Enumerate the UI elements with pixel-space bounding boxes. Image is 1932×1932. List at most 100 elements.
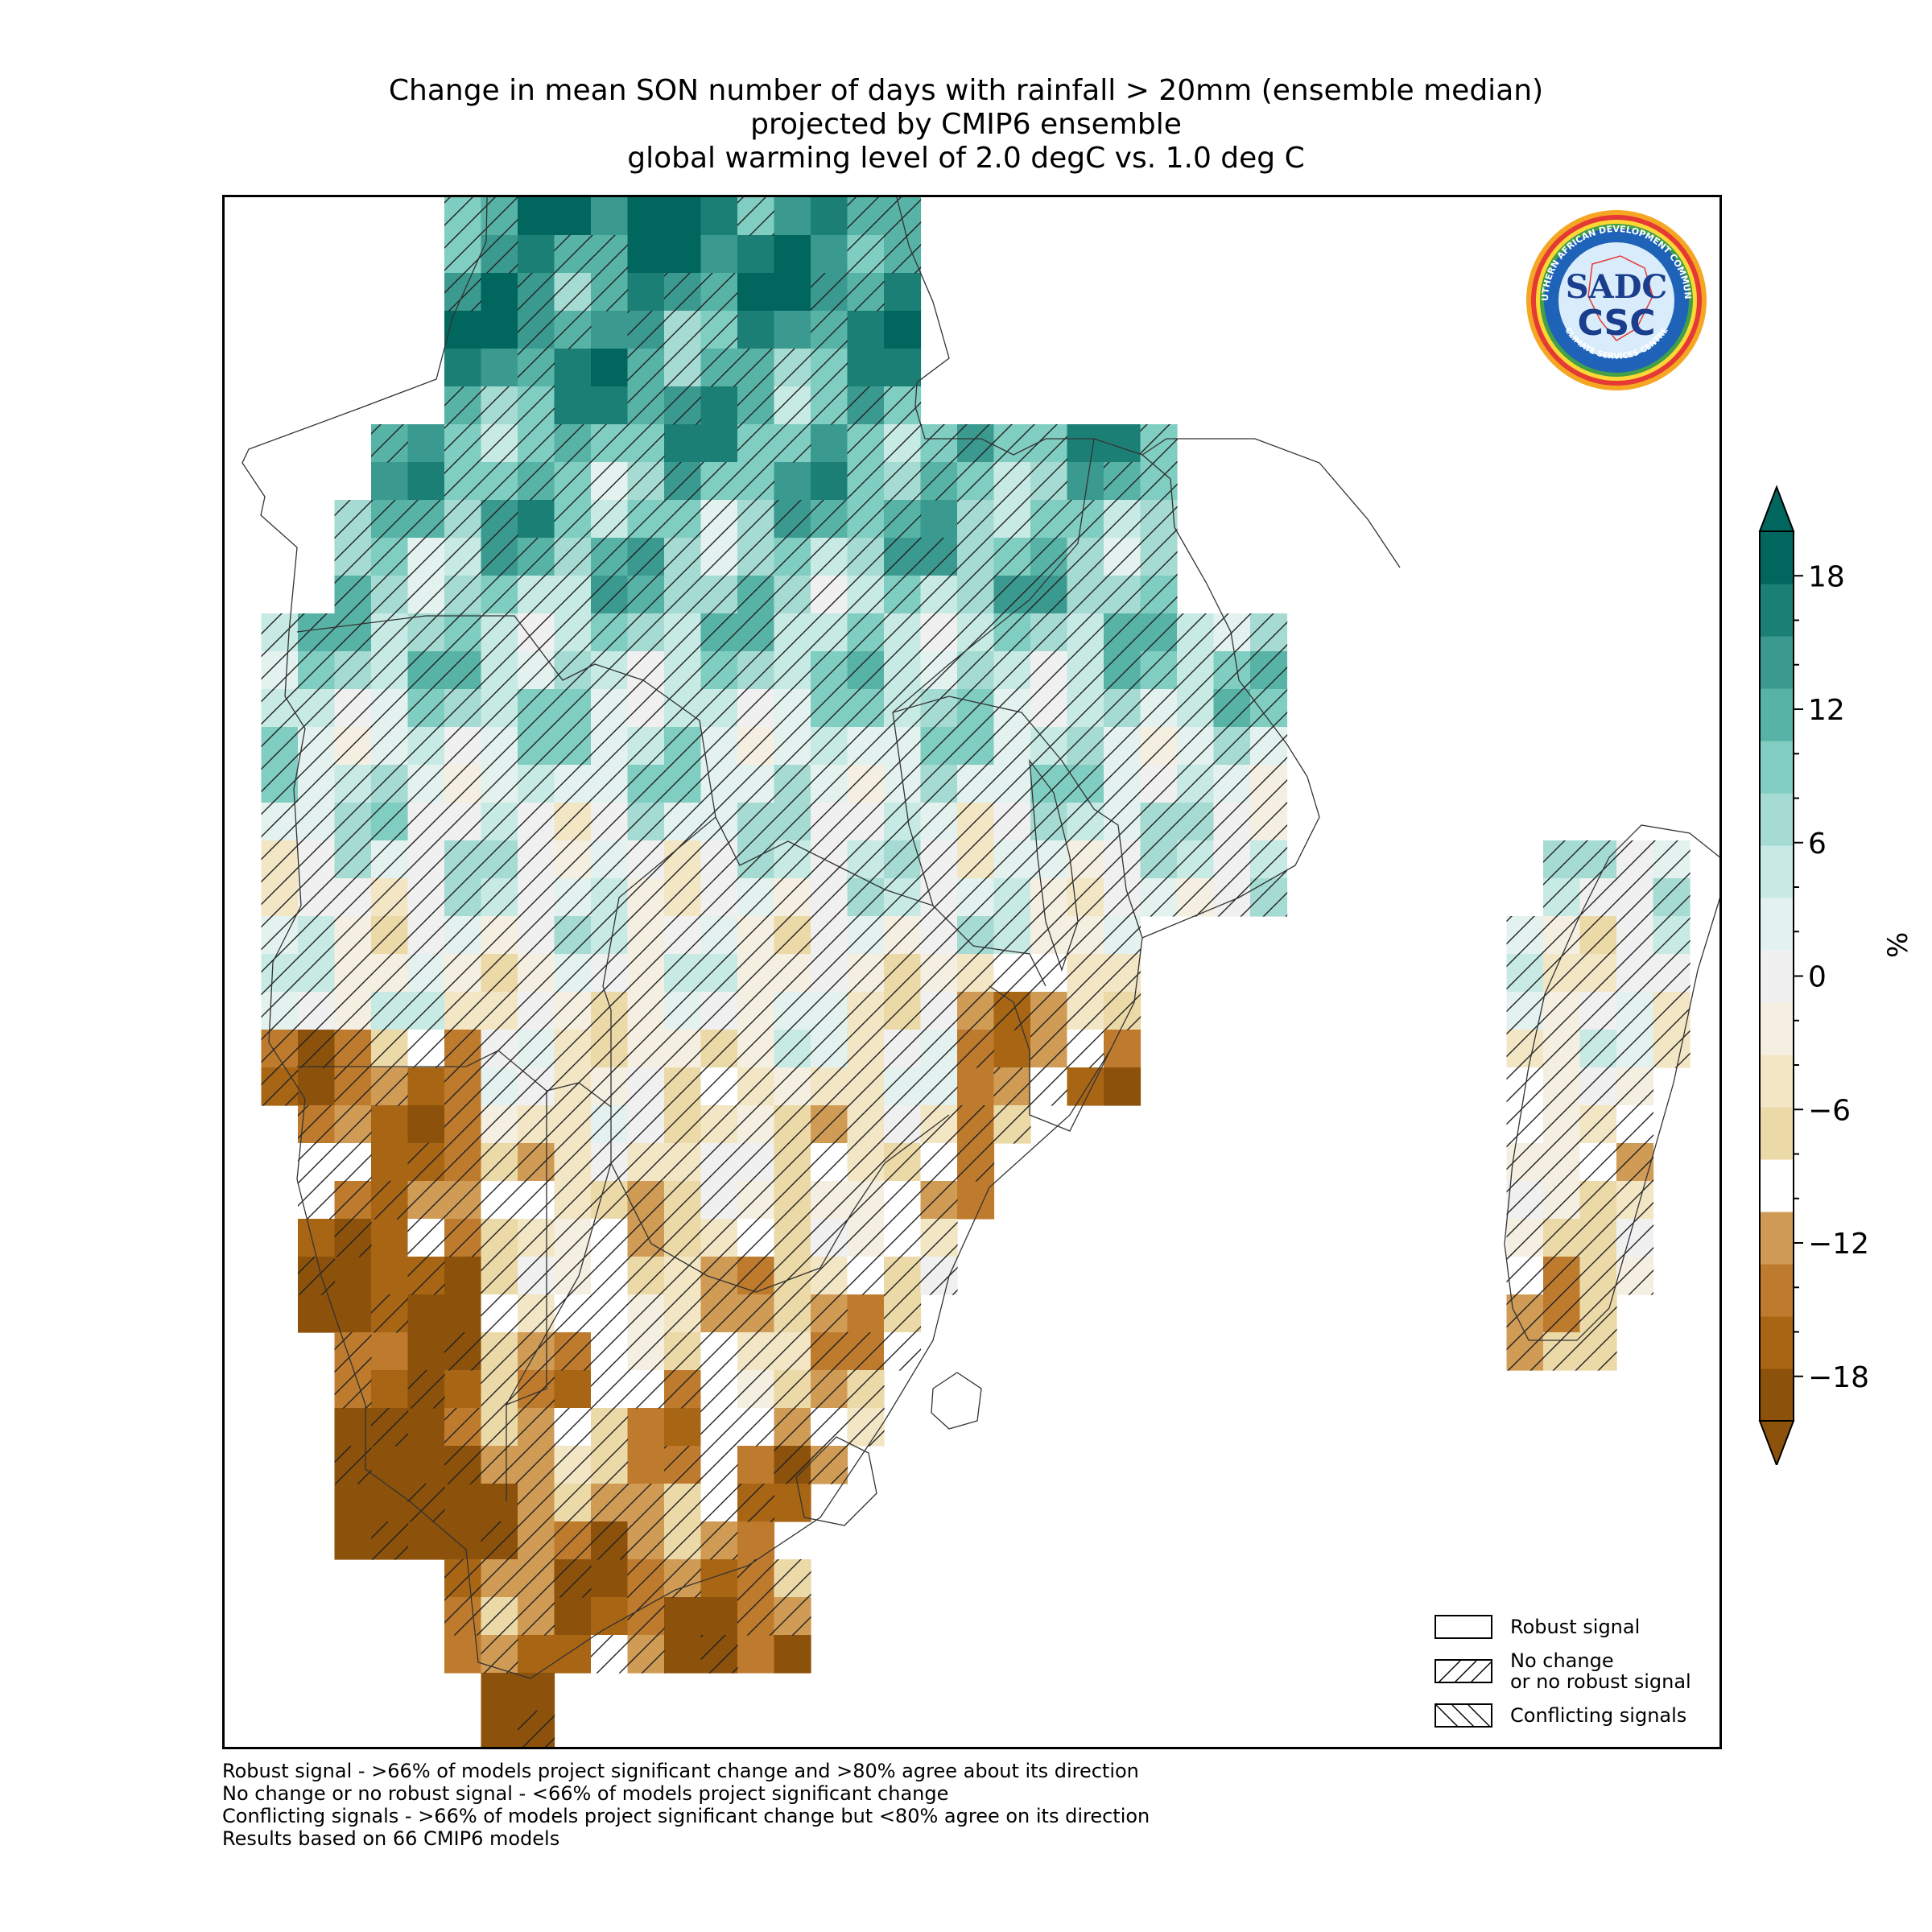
- hatch-cell: [554, 538, 592, 576]
- hatch-cell: [591, 1067, 629, 1106]
- hatch-cell: [298, 1030, 336, 1068]
- hatch-cell: [664, 273, 702, 312]
- grid-cell: [298, 1067, 336, 1106]
- title-line-3: global warming level of 2.0 degC vs. 1.0…: [627, 142, 1305, 175]
- hatch-cell: [444, 273, 482, 312]
- hatch-cell: [1506, 992, 1544, 1030]
- footnote-1: Robust signal - >66% of models project s…: [222, 1760, 1139, 1782]
- colorbar-tick-label: −12: [1808, 1228, 1869, 1261]
- hatch-cell: [774, 1446, 811, 1484]
- grid-cell: [518, 500, 555, 539]
- hatch-cell: [847, 1105, 885, 1144]
- grid-cell: [774, 1484, 811, 1522]
- hatch-cell: [298, 1143, 336, 1182]
- hatch-cell: [1030, 840, 1068, 879]
- hatch-cell: [700, 576, 738, 614]
- hatch-cell: [1616, 1030, 1654, 1068]
- grid-cell: [664, 1635, 702, 1674]
- hatch-cell: [1213, 765, 1251, 803]
- hatch-cell: [591, 840, 629, 879]
- hatch-cell: [627, 424, 665, 463]
- border-e: [506, 1162, 612, 1406]
- hatch-cell: [481, 1408, 518, 1447]
- eswatini: [931, 1372, 982, 1430]
- hatch-cell: [700, 1484, 738, 1522]
- hatch-cell: [737, 1484, 775, 1522]
- hatch-cell: [407, 992, 445, 1030]
- colorbar-tick-label: −18: [1808, 1361, 1869, 1394]
- colorbar-segment: [1760, 1002, 1794, 1055]
- hatch-cell: [847, 992, 885, 1030]
- hatch-cell: [298, 878, 336, 917]
- grid-cell: [444, 1294, 482, 1333]
- hatch-cell: [774, 1181, 811, 1220]
- hatch-cell: [847, 916, 885, 955]
- hatch-cell: [334, 1105, 372, 1144]
- hatch-cell: [1579, 954, 1617, 993]
- grid-cell: [847, 311, 885, 349]
- hatch-cell: [1104, 689, 1141, 728]
- hatch-cell: [444, 840, 482, 879]
- grid-cell: [811, 424, 848, 463]
- hatch-cell: [664, 1446, 702, 1484]
- hatch-cell: [664, 878, 702, 917]
- grid-cell: [993, 1030, 1031, 1068]
- hatch-cell: [737, 613, 775, 652]
- hatch-cell: [518, 349, 555, 387]
- hatch-cell: [1067, 1030, 1104, 1068]
- grid-cell: [700, 1559, 738, 1598]
- hatch-cell: [481, 538, 518, 576]
- grid-cell: [847, 349, 885, 387]
- hatch-cell: [407, 1030, 445, 1068]
- hatch-cell: [1030, 1030, 1068, 1068]
- hatch-cell: [444, 1332, 482, 1371]
- hatch-cell: [847, 424, 885, 463]
- hatch-cell: [847, 235, 885, 274]
- colorbar-extend-top: [1758, 485, 1795, 532]
- hatch-cell: [664, 1030, 702, 1068]
- grid-cell: [371, 1257, 409, 1295]
- hatch-cell: [884, 1332, 922, 1371]
- hatch-cell: [407, 651, 445, 690]
- grid-cell: [627, 197, 665, 236]
- hatch-cell: [920, 1105, 958, 1144]
- hatch-cell: [1250, 727, 1288, 766]
- hatch-cell: [554, 500, 592, 539]
- grid-cell: [847, 1294, 885, 1333]
- hatch-cell: [554, 311, 592, 349]
- hatch-cell: [334, 954, 372, 993]
- hatch-cell: [518, 916, 555, 955]
- hatch-cell: [627, 1030, 665, 1068]
- grid-cell: [444, 1370, 482, 1409]
- legend-conflicting: Conflicting signals: [1435, 1703, 1686, 1728]
- hatch-cell: [664, 613, 702, 652]
- hatch-cell: [481, 1181, 518, 1220]
- grid-cell: [774, 462, 811, 501]
- hatch-cell: [334, 1067, 372, 1106]
- hatch-cell: [407, 576, 445, 614]
- hatch-cell: [371, 689, 409, 728]
- hatch-cell: [1140, 765, 1178, 803]
- legend-swatch-robust: [1435, 1615, 1492, 1639]
- hatch-cell: [1543, 1257, 1581, 1295]
- hatch-cell: [1543, 1181, 1581, 1220]
- hatch-cell: [700, 1635, 738, 1674]
- hatch-cell: [481, 727, 518, 766]
- map-grid: [242, 197, 1719, 1747]
- hatch-cell: [1579, 1257, 1617, 1295]
- hatch-cell: [481, 765, 518, 803]
- hatch-cell: [518, 1030, 555, 1068]
- hatch-cell: [811, 916, 848, 955]
- hatch-cell: [481, 1067, 518, 1106]
- hatch-cell: [1140, 803, 1178, 841]
- hatch-cell: [334, 1370, 372, 1409]
- hatch-cell: [774, 613, 811, 652]
- hatch-cell: [811, 1181, 848, 1220]
- border-c: [297, 1050, 612, 1108]
- hatch-cell: [700, 311, 738, 349]
- grid-cell: [627, 1408, 665, 1447]
- hatch-cell: [518, 803, 555, 841]
- colorbar-tick-label: 6: [1808, 828, 1827, 861]
- hatch-cell: [518, 992, 555, 1030]
- border-g: [989, 985, 1111, 1132]
